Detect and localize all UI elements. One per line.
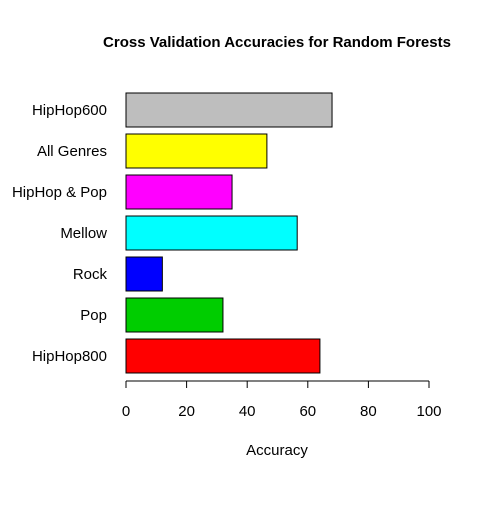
category-label: HipHop & Pop	[12, 184, 107, 201]
x-tick-label: 0	[122, 403, 130, 420]
bar-hiphop800	[125, 338, 321, 374]
x-axis: 0 20 40 60 80 100	[122, 380, 442, 420]
category-label: Mellow	[60, 225, 107, 242]
category-label: HipHop600	[32, 102, 107, 119]
x-tick-label: 100	[416, 403, 441, 420]
bar-mellow	[125, 215, 298, 251]
category-label: Pop	[80, 307, 107, 324]
bars-group	[125, 92, 333, 374]
x-tick-label: 60	[299, 403, 316, 420]
bar-hiphop-pop	[125, 174, 233, 210]
bar-pop	[125, 297, 224, 333]
x-tick-label: 40	[239, 403, 256, 420]
x-tick-label: 20	[178, 403, 195, 420]
category-labels: HipHop800 Pop Rock Mellow HipHop & Pop All Ge…	[12, 102, 108, 365]
x-tick-label: 80	[360, 403, 377, 420]
bar-all-genres	[125, 133, 268, 169]
bar-hiphop600	[125, 92, 333, 128]
bar-rock	[125, 256, 163, 292]
chart-title: Cross Validation Accuracies for Random F…	[103, 34, 451, 51]
x-axis-label: Accuracy	[246, 442, 308, 459]
category-label: HipHop800	[32, 348, 107, 365]
category-label: All Genres	[37, 143, 107, 160]
category-label: Rock	[73, 266, 108, 283]
